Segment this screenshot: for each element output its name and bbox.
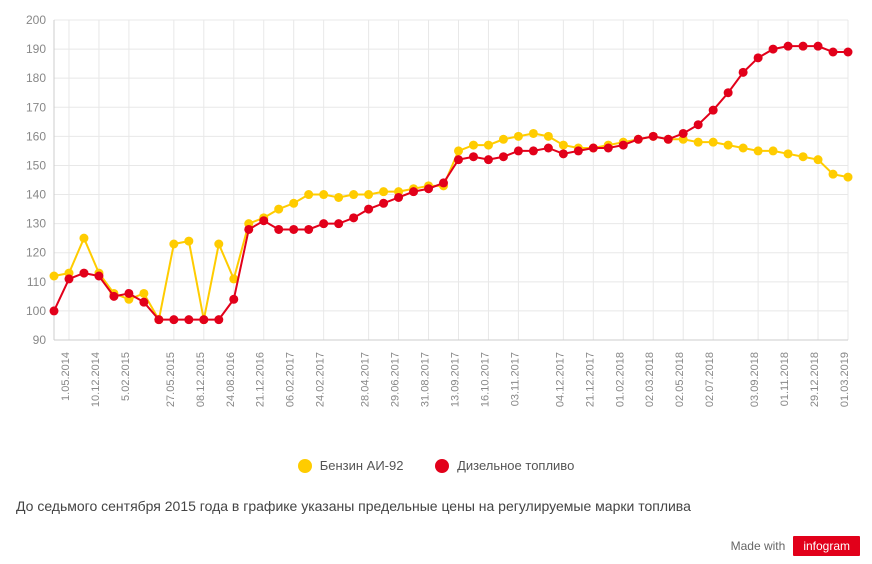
svg-text:5.02.2015: 5.02.2015 bbox=[120, 352, 132, 401]
svg-text:02.05.2018: 02.05.2018 bbox=[674, 352, 686, 407]
svg-text:10.12.2014: 10.12.2014 bbox=[90, 352, 102, 407]
svg-text:110: 110 bbox=[27, 275, 46, 289]
attribution-prefix: Made with bbox=[731, 539, 786, 553]
svg-text:160: 160 bbox=[26, 129, 46, 143]
svg-text:1.05.2014: 1.05.2014 bbox=[60, 352, 72, 401]
legend-label-diesel: Дизельное топливо bbox=[457, 458, 574, 473]
svg-text:150: 150 bbox=[26, 158, 46, 172]
attribution[interactable]: Made with infogram bbox=[731, 536, 860, 556]
svg-text:21.12.2017: 21.12.2017 bbox=[584, 352, 596, 407]
svg-text:24.02.2017: 24.02.2017 bbox=[315, 352, 327, 407]
svg-text:90: 90 bbox=[33, 333, 47, 347]
svg-text:100: 100 bbox=[26, 304, 46, 318]
svg-text:120: 120 bbox=[26, 246, 46, 260]
svg-text:01.11.2018: 01.11.2018 bbox=[779, 352, 791, 406]
svg-text:180: 180 bbox=[26, 71, 46, 85]
svg-text:06.02.2017: 06.02.2017 bbox=[285, 352, 297, 407]
svg-text:03.09.2018: 03.09.2018 bbox=[749, 352, 761, 407]
svg-text:02.07.2018: 02.07.2018 bbox=[704, 352, 716, 407]
legend-dot-diesel bbox=[435, 459, 449, 473]
svg-text:01.02.2018: 01.02.2018 bbox=[614, 352, 626, 407]
svg-text:24.08.2016: 24.08.2016 bbox=[225, 352, 237, 407]
svg-text:29.06.2017: 29.06.2017 bbox=[390, 352, 402, 407]
legend-item-petrol: Бензин АИ-92 bbox=[298, 458, 404, 473]
svg-text:31.08.2017: 31.08.2017 bbox=[420, 352, 432, 407]
svg-text:03.11.2017: 03.11.2017 bbox=[509, 352, 521, 406]
legend-label-petrol: Бензин АИ-92 bbox=[320, 458, 404, 473]
svg-text:130: 130 bbox=[26, 217, 46, 231]
chart-svg: 90 100 110 120 130 140 150 160 170 180 190 200 1.05.… bbox=[0, 0, 872, 450]
svg-text:13.09.2017: 13.09.2017 bbox=[449, 352, 461, 407]
svg-text:28.04.2017: 28.04.2017 bbox=[360, 352, 372, 407]
svg-text:04.12.2017: 04.12.2017 bbox=[554, 352, 566, 407]
svg-text:08.12.2015: 08.12.2015 bbox=[195, 352, 207, 407]
chart-legend: Бензин АИ-92 Дизельное топливо bbox=[0, 458, 872, 476]
fuel-price-chart: 90 100 110 120 130 140 150 160 170 180 190 200 1.05.… bbox=[0, 0, 872, 450]
svg-text:02.03.2018: 02.03.2018 bbox=[644, 352, 656, 407]
svg-text:140: 140 bbox=[26, 188, 46, 202]
svg-text:21.12.2016: 21.12.2016 bbox=[255, 352, 267, 407]
svg-text:27.05.2015: 27.05.2015 bbox=[165, 352, 177, 407]
legend-dot-petrol bbox=[298, 459, 312, 473]
svg-text:29.12.2018: 29.12.2018 bbox=[809, 352, 821, 407]
svg-text:01.03.2019: 01.03.2019 bbox=[839, 352, 851, 407]
svg-text:190: 190 bbox=[26, 42, 46, 56]
svg-text:16.10.2017: 16.10.2017 bbox=[479, 352, 491, 407]
attribution-badge: infogram bbox=[793, 536, 860, 556]
legend-item-diesel: Дизельное топливо bbox=[435, 458, 574, 473]
svg-text:200: 200 bbox=[26, 13, 46, 27]
chart-caption: До седьмого сентября 2015 года в графике… bbox=[16, 498, 856, 514]
svg-text:170: 170 bbox=[26, 100, 46, 114]
